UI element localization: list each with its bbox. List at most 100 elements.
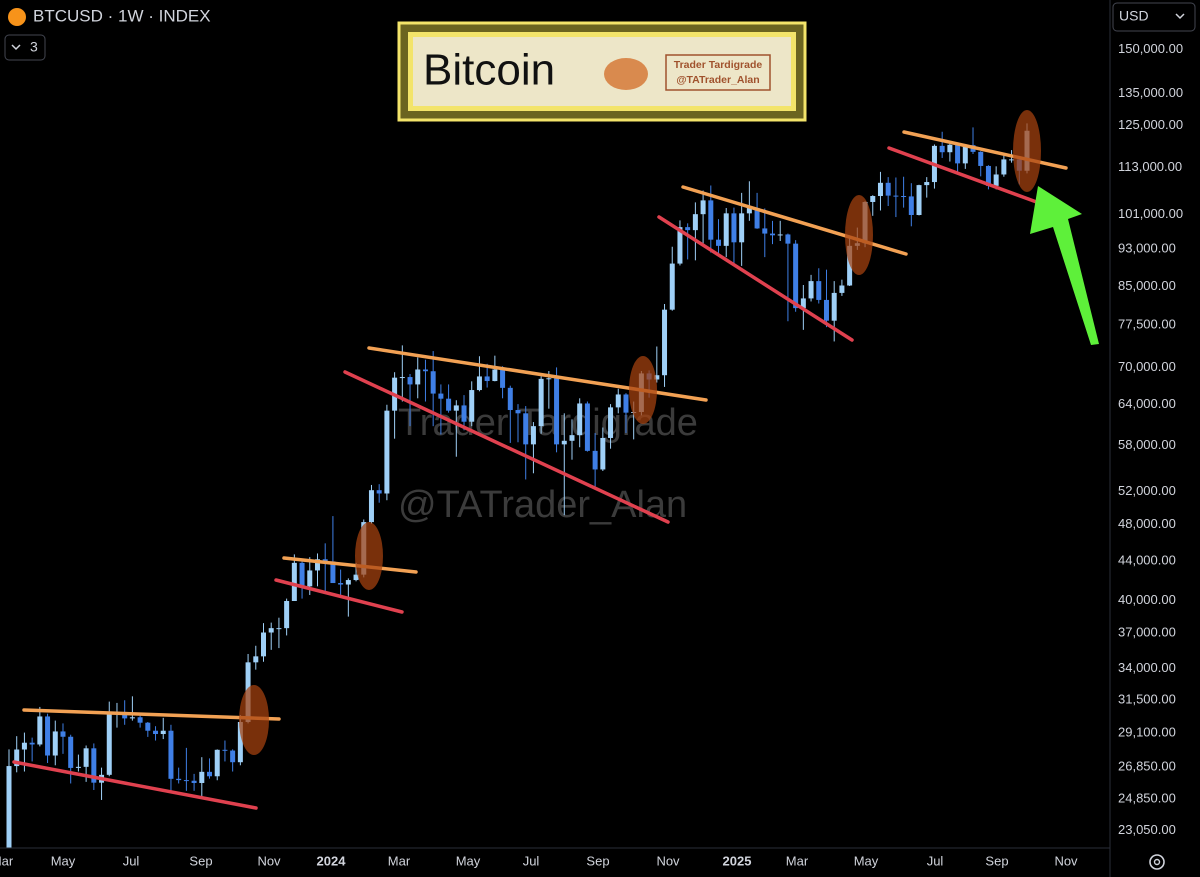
candle-body <box>592 450 598 470</box>
x-tick-label: Mar <box>0 853 14 868</box>
candle-body <box>199 771 205 783</box>
y-tick-label: 44,000.00 <box>1118 552 1176 567</box>
candle-body <box>153 730 159 735</box>
logo-panel <box>413 37 791 106</box>
candle-body <box>222 749 228 751</box>
candle-body <box>962 145 968 164</box>
candle-body <box>122 712 128 719</box>
axes: 150,000.00 135,000.00 125,000.00 113,000.00… <box>0 41 1183 868</box>
candle-body <box>75 766 81 768</box>
candle-body <box>754 208 760 229</box>
x-tick-label: 2025 <box>723 853 752 868</box>
indicator-toggle[interactable] <box>4 34 46 61</box>
candle-body <box>353 574 359 581</box>
candle-body <box>777 234 783 236</box>
candle-body <box>29 742 35 745</box>
candle-body <box>399 377 405 379</box>
candle-body <box>415 369 421 385</box>
x-tick-label: May <box>854 853 879 868</box>
highlight-ellipse <box>629 356 657 424</box>
settings-button[interactable] <box>1149 854 1165 870</box>
candle-body <box>253 656 259 663</box>
candle-body <box>129 717 135 719</box>
candle-body <box>793 243 799 309</box>
candle-body <box>654 375 660 380</box>
candle-body <box>700 200 706 215</box>
candle-body <box>985 165 991 186</box>
chevron-icon <box>11 44 21 51</box>
candle-body <box>37 716 43 745</box>
plot: Trader Tardigrade @TATrader_Alan <box>6 110 1099 848</box>
candle-body <box>338 583 344 585</box>
candle-body <box>160 730 166 735</box>
symbol-title[interactable]: BTCUSD · 1W · INDEX <box>33 6 211 25</box>
candle-body <box>453 405 459 411</box>
symbol-icon <box>8 8 26 26</box>
candle-body <box>207 771 213 777</box>
candle-body <box>168 730 174 779</box>
tardigrade-icon <box>604 58 648 90</box>
x-tick-label: 2024 <box>317 853 347 868</box>
candle-body <box>708 200 714 240</box>
candle-body <box>68 736 74 768</box>
y-tick-label: 29,100.00 <box>1118 725 1176 740</box>
candle-body <box>446 398 452 411</box>
x-tick-label: Sep <box>189 853 212 868</box>
candle-body <box>91 748 97 783</box>
candle-body <box>307 570 313 587</box>
x-tick-label: Jul <box>927 853 944 868</box>
candle-body <box>746 208 752 214</box>
y-tick-label: 64,000.00 <box>1118 396 1176 411</box>
candle-body <box>291 562 297 601</box>
candle-body <box>877 182 883 197</box>
candle-body <box>276 628 282 630</box>
candle-body <box>145 722 151 731</box>
candle-body <box>615 394 621 408</box>
candle-body <box>600 437 606 470</box>
y-tick-label: 52,000.00 <box>1118 483 1176 498</box>
y-tick-label: 125,000.00 <box>1118 117 1183 132</box>
x-tick-label: Nov <box>656 853 680 868</box>
logo-handle: @TATrader_Alan <box>676 74 759 86</box>
x-tick-label: Mar <box>388 853 411 868</box>
support-line <box>12 760 258 810</box>
candle-body <box>515 410 521 414</box>
candle-body <box>469 390 475 422</box>
candle-body <box>484 376 490 382</box>
candle-body <box>916 185 922 215</box>
support-line <box>657 215 854 342</box>
candle-body <box>322 559 328 562</box>
y-tick-label: 135,000.00 <box>1118 85 1183 100</box>
x-tick-label: May <box>51 853 76 868</box>
candle-body <box>237 721 243 763</box>
logo-box: Bitcoin Trader Tardigrade @TATrader_Alan <box>397 21 807 122</box>
candle-body <box>230 750 236 763</box>
logo-badge <box>665 54 771 91</box>
candle-body <box>60 731 66 737</box>
candle-body <box>176 778 182 781</box>
support-line <box>887 146 1044 206</box>
x-tick-label: Nov <box>257 853 281 868</box>
candle-body <box>785 234 791 244</box>
gear-icon <box>1149 854 1165 870</box>
y-tick-label: 101,000.00 <box>1118 206 1183 221</box>
candle-body <box>823 299 829 321</box>
candle-body <box>14 749 20 767</box>
candle-body <box>500 369 506 388</box>
candle-body <box>530 426 536 445</box>
y-tick-label: 34,000.00 <box>1118 660 1176 675</box>
candle-body <box>284 600 290 629</box>
chevron-icon <box>1175 13 1185 20</box>
candle-body <box>608 407 614 438</box>
candle-body <box>137 717 143 723</box>
currency-button[interactable] <box>1112 2 1196 32</box>
candle-body <box>345 580 351 585</box>
candle-body <box>554 378 560 445</box>
candle-body <box>507 387 513 411</box>
candle-body <box>492 369 498 382</box>
y-tick-label: 113,000.00 <box>1118 159 1182 174</box>
candle-body <box>978 151 984 166</box>
candle-body <box>214 749 220 777</box>
